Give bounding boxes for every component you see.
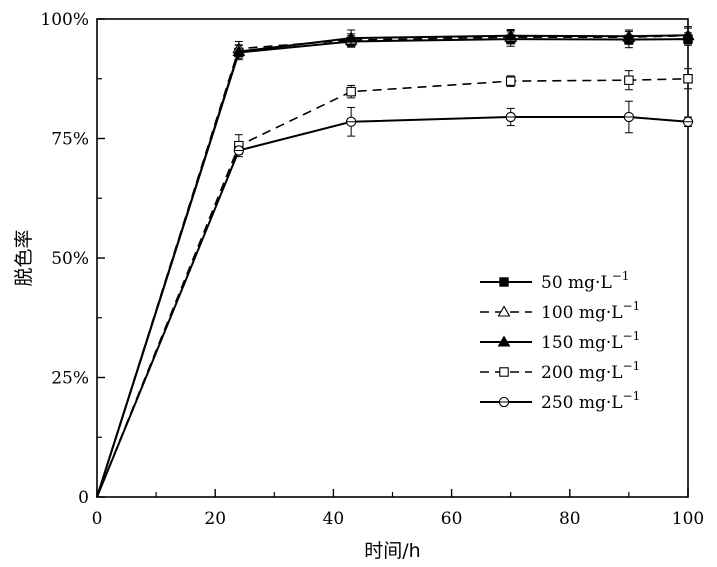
- series-line: [96, 77, 689, 498]
- marker-square-open: [499, 367, 509, 377]
- axes: 0 20 40 60 80 100 0 25% 50% 75% 100%: [40, 10, 704, 529]
- x-tick-label: 80: [559, 509, 581, 529]
- x-axis-title: 时间/h: [364, 540, 420, 562]
- series-layer: [96, 26, 695, 498]
- legend-entry: 100 mg·L−1: [480, 299, 640, 323]
- marker-triangle-filled: [622, 29, 636, 41]
- legend-entry: 250 mg·L−1: [480, 389, 640, 413]
- legend-label-superscript: −1: [623, 329, 641, 343]
- x-tick-label: 100: [672, 509, 704, 529]
- legend-label: 100 mg·L−1: [541, 299, 640, 323]
- legend-label-superscript: −1: [612, 269, 630, 283]
- marker-triangle-open: [497, 305, 511, 317]
- y-tick-label: 0: [78, 488, 89, 508]
- series-3: [96, 26, 695, 498]
- marker-triangle-filled: [681, 28, 695, 40]
- marker-triangle-filled: [504, 29, 518, 41]
- x-tick-label: 20: [204, 509, 226, 529]
- legend-entry: 50 mg·L−1: [480, 269, 629, 293]
- legend-label-superscript: −1: [623, 359, 641, 373]
- x-tick-label: 0: [92, 509, 103, 529]
- legend-label: 200 mg·L−1: [541, 359, 640, 383]
- marker-square-open: [505, 76, 516, 86]
- marker-triangle-filled: [232, 45, 246, 57]
- series-2: [96, 27, 695, 498]
- marker-square-filled: [499, 277, 509, 287]
- x-tick-label: 60: [441, 509, 463, 529]
- y-axis-title: 脱色率: [13, 229, 35, 286]
- marker-square-open: [624, 75, 634, 85]
- series-line: [96, 38, 689, 498]
- marker-square-open: [346, 86, 356, 97]
- legend-entry: 200 mg·L−1: [480, 359, 640, 383]
- series-line: [96, 115, 689, 498]
- legend-entry: 150 mg·L−1: [480, 329, 640, 353]
- legend-label-superscript: −1: [623, 299, 641, 313]
- marker-triangle-filled: [497, 335, 511, 347]
- legend-label: 50 mg·L−1: [541, 269, 629, 293]
- y-tick-label: 75%: [51, 130, 89, 150]
- marker-square-open: [683, 74, 693, 84]
- legend: 50 mg·L−1 100 mg·L−1 150 mg·L−1 200 mg·L−1 2…: [480, 269, 640, 413]
- legend-label-superscript: −1: [623, 389, 641, 403]
- legend-label: 250 mg·L−1: [541, 389, 640, 413]
- y-tick-label: 25%: [51, 369, 89, 389]
- series-line: [96, 34, 689, 498]
- legend-label: 150 mg·L−1: [541, 329, 640, 353]
- x-tick-label: 40: [323, 509, 345, 529]
- series-5: [96, 100, 694, 498]
- y-tick-label: 100%: [40, 10, 89, 30]
- series-1: [96, 30, 693, 498]
- y-tick-label: 50%: [51, 249, 89, 269]
- series-line: [96, 34, 689, 498]
- plot-frame: [96, 18, 689, 498]
- marker-triangle-filled: [344, 31, 358, 43]
